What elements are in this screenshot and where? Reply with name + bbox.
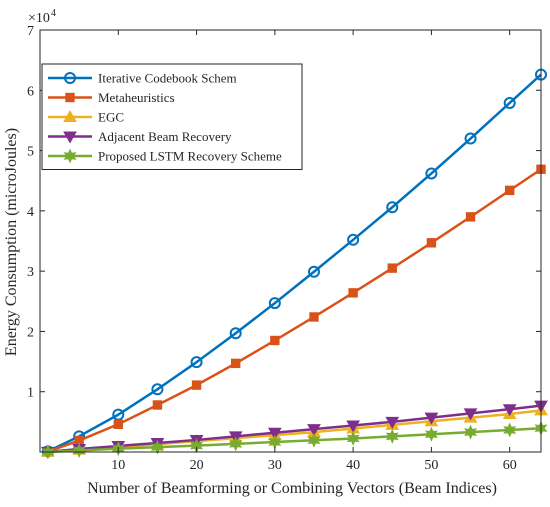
legend-label: Iterative Codebook Schem [98, 71, 237, 86]
data-point [503, 96, 516, 109]
data-point [229, 327, 242, 340]
y-tick-label: 3 [27, 265, 34, 280]
x-tick-label: 60 [503, 458, 517, 473]
data-point [385, 428, 399, 444]
data-point [190, 356, 203, 369]
data-point [424, 412, 439, 425]
y-exponent-power: 4 [51, 8, 56, 19]
legend-item: EGC [48, 110, 124, 125]
data-point [307, 432, 321, 448]
series-1 [43, 164, 546, 457]
data-point [229, 436, 243, 452]
series-0 [41, 68, 547, 458]
x-tick-label: 50 [424, 458, 438, 473]
y-tick-label: 7 [27, 24, 34, 39]
data-point [152, 400, 163, 410]
data-point [346, 430, 360, 446]
x-tick-label: 10 [111, 458, 125, 473]
data-point [270, 335, 280, 346]
legend-item: Adjacent Beam Recovery [48, 129, 232, 144]
legend-label: Proposed LSTM Recovery Scheme [98, 149, 282, 164]
legend-item: Proposed LSTM Recovery Scheme [48, 149, 282, 164]
data-point [231, 358, 241, 369]
data-point [386, 201, 399, 214]
data-point [268, 297, 281, 310]
legend-swatch-marker [63, 131, 77, 144]
y-axis-label: Energy Consumption (microJoules) [3, 128, 20, 356]
legend-label: EGC [98, 110, 124, 125]
data-point [191, 380, 202, 390]
series-line [47, 168, 542, 453]
legend-item: Iterative Codebook Schem [48, 71, 237, 86]
data-point [307, 424, 321, 437]
y-exponent-base: ×10 [28, 11, 50, 26]
x-axis-label: Number of Beamforming or Combining Vecto… [87, 480, 497, 497]
data-point [346, 420, 360, 433]
y-tick-label: 4 [27, 205, 34, 220]
x-tick-label: 40 [346, 458, 360, 473]
data-point [426, 238, 437, 248]
legend: Iterative Codebook Schem Metaheuristics EG… [41, 63, 303, 170]
data-point [503, 422, 517, 438]
legend-label: Adjacent Beam Recovery [98, 129, 232, 144]
data-point [347, 233, 360, 246]
series-line [47, 404, 542, 454]
data-point [424, 426, 438, 442]
legend-swatch-marker [65, 92, 75, 103]
axes-box [39, 29, 542, 453]
data-point [387, 263, 397, 273]
data-point [463, 408, 478, 421]
data-point [464, 132, 477, 145]
legend-swatch-marker [63, 148, 77, 164]
data-point [464, 424, 478, 440]
axes: 10 20 30 40 50 60 1 2 3 4 5 6 7 [27, 24, 542, 473]
data-point [502, 404, 517, 417]
data-point [425, 167, 438, 180]
data-point [504, 185, 515, 196]
x-tick-label: 30 [268, 458, 282, 473]
y-tick-label: 1 [27, 386, 34, 401]
data-point [113, 419, 123, 429]
y-tick-label: 5 [27, 145, 34, 160]
data-point [307, 265, 320, 278]
data-point [309, 312, 319, 322]
x-tick-label: 20 [190, 458, 204, 473]
y-tick-label: 6 [27, 84, 34, 99]
data-point [72, 442, 86, 458]
data-point [465, 212, 476, 222]
data-point [150, 439, 164, 455]
y-tick-label: 2 [27, 325, 34, 340]
legend-swatch-marker [63, 109, 77, 122]
data-point [385, 416, 400, 429]
legend-label: Metaheuristics [98, 90, 175, 105]
data-point [151, 383, 164, 396]
series-line [47, 73, 542, 453]
data-point [348, 288, 358, 298]
series-line [47, 426, 542, 454]
data-point [267, 427, 282, 440]
legend-item: Metaheuristics [48, 90, 175, 105]
legend-swatch-marker [64, 72, 76, 84]
